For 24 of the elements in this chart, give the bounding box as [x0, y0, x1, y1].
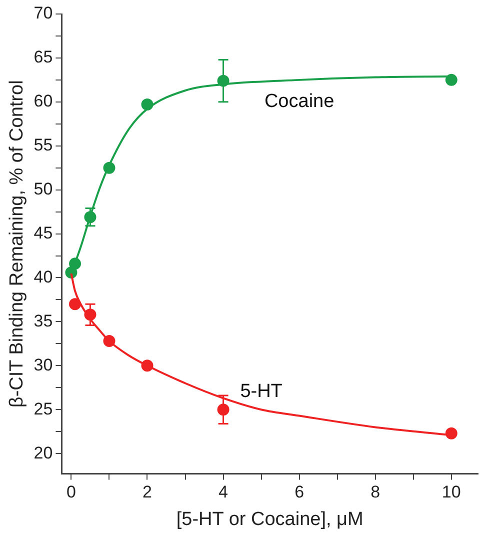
- point: [445, 74, 458, 86]
- y-tick-label: 40: [34, 267, 53, 286]
- series-label: Cocaine: [264, 91, 334, 112]
- x-tick-label: 4: [218, 482, 228, 502]
- y-tick-label: 50: [34, 180, 53, 199]
- x-tick-label: 10: [442, 482, 461, 502]
- x-tick-label: 6: [294, 482, 304, 502]
- point: [69, 298, 82, 310]
- y-tick-label: 55: [34, 136, 53, 155]
- y-tick-label: 35: [34, 311, 53, 330]
- x-tick-label: 0: [66, 482, 76, 502]
- x-tick-label: 2: [142, 482, 152, 502]
- series-label: 5-HT: [240, 380, 283, 402]
- y-tick-label: 20: [34, 443, 53, 462]
- x-tick-label: 8: [370, 482, 380, 502]
- y-tick-label: 45: [34, 223, 53, 242]
- y-tick-label: 65: [34, 48, 53, 67]
- y-axis-title: β-CIT Binding Remaining, % of Control: [6, 80, 28, 408]
- point: [445, 427, 458, 440]
- y-tick-label: 70: [34, 4, 53, 23]
- y-tick-label: 25: [34, 399, 53, 418]
- y-tick-label: 30: [34, 355, 53, 374]
- x-axis-title: [5-HT or Cocaine], μM: [176, 508, 364, 530]
- y-tick-label: 60: [34, 92, 53, 111]
